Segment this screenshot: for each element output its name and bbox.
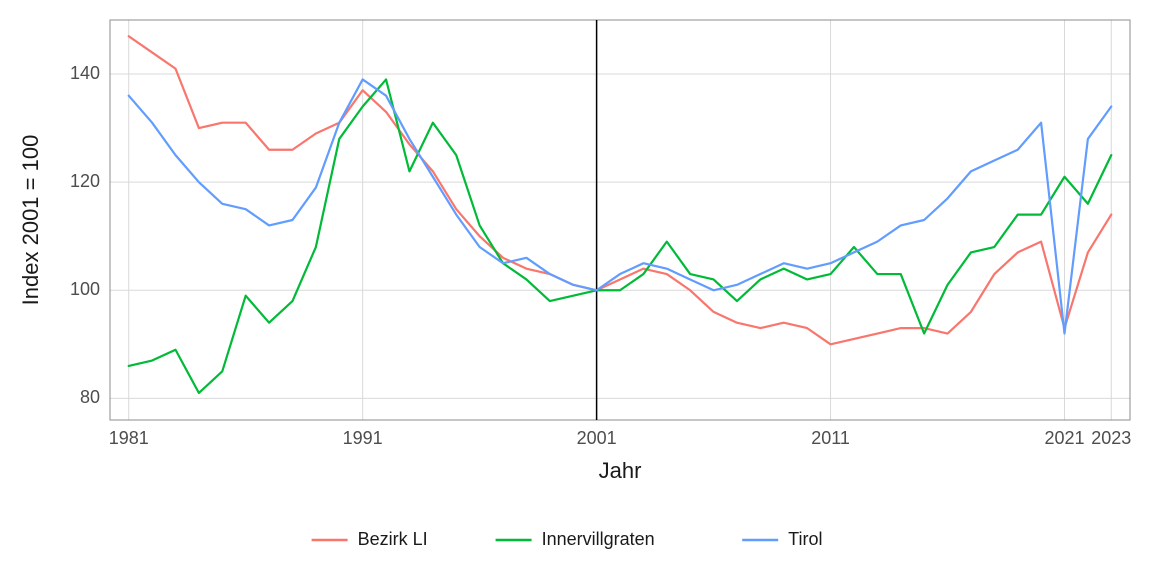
x-tick-label: 2001 bbox=[577, 428, 617, 448]
x-tick-label: 2021 bbox=[1044, 428, 1084, 448]
x-tick-label: 2023 bbox=[1091, 428, 1131, 448]
y-tick-label: 80 bbox=[80, 387, 100, 407]
legend-label: Bezirk LI bbox=[358, 529, 428, 549]
y-tick-label: 120 bbox=[70, 171, 100, 191]
x-tick-label: 2011 bbox=[811, 428, 850, 448]
x-tick-label: 1981 bbox=[109, 428, 149, 448]
x-axis-title: Jahr bbox=[599, 458, 642, 483]
y-tick-label: 140 bbox=[70, 63, 100, 83]
y-axis-title: Index 2001 = 100 bbox=[18, 135, 43, 306]
y-tick-label: 100 bbox=[70, 279, 100, 299]
legend-label: Innervillgraten bbox=[542, 529, 655, 549]
x-tick-label: 1991 bbox=[343, 428, 383, 448]
line-chart: 80 100 120 140 1981 1991 2001 2011 2021 2023 Jahr I… bbox=[0, 0, 1152, 576]
legend-label: Tirol bbox=[788, 529, 822, 549]
chart-background bbox=[0, 0, 1152, 576]
